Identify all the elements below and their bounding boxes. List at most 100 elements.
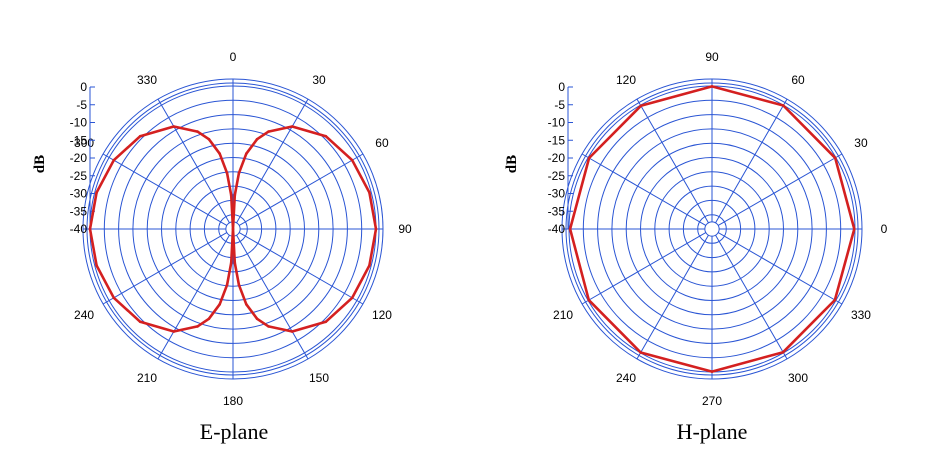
- pattern-data-point: [639, 351, 642, 354]
- angle-tick-label: 30: [854, 136, 868, 150]
- pattern-data-point: [95, 264, 98, 267]
- grid-spoke: [236, 98, 309, 224]
- pattern-data-point: [237, 283, 241, 287]
- grid-spoke: [157, 98, 230, 224]
- pattern-data-point: [112, 158, 116, 162]
- angle-tick-label: 90: [705, 50, 719, 64]
- grid-spoke: [157, 234, 230, 360]
- angle-tick-label: 120: [616, 73, 636, 87]
- db-tick-label: -5: [76, 98, 87, 112]
- pattern-data-point: [229, 261, 233, 265]
- pattern-data-point: [95, 191, 98, 194]
- angle-tick-label: 240: [616, 371, 636, 385]
- pattern-data-point: [218, 152, 221, 155]
- pattern-data-point: [196, 130, 199, 133]
- pattern-data-point: [207, 137, 211, 141]
- h-plane-chart: dB H-plane 0 30 60 90 120 210 240 270 300 330 0 -5 -…: [504, 50, 888, 444]
- angle-tick-label: 0: [230, 50, 237, 64]
- grid-spoke: [236, 234, 309, 360]
- angle-tick-label: 300: [788, 371, 808, 385]
- h-plane-y-axis-label: dB: [504, 155, 520, 173]
- db-tick-label: -20: [548, 151, 566, 165]
- angle-tick-label: 30: [312, 73, 326, 87]
- pattern-data-point: [368, 264, 371, 267]
- angle-tick-label: 330: [851, 308, 871, 322]
- pattern-data-point: [267, 130, 270, 133]
- db-tick-label: -35: [70, 204, 88, 218]
- db-tick-label: -15: [548, 133, 566, 147]
- db-tick-label: -25: [548, 169, 566, 183]
- pattern-data-point: [833, 298, 837, 302]
- pattern-data-point: [568, 227, 572, 231]
- db-tick-label: -15: [70, 133, 88, 147]
- grid-spoke: [715, 98, 788, 224]
- grid-spoke: [581, 153, 707, 226]
- angle-tick-label: 300: [74, 136, 94, 150]
- pattern-data-point: [112, 296, 116, 300]
- db-tick-label: -10: [70, 116, 88, 130]
- angle-tick-label: 60: [791, 73, 805, 87]
- grid-spoke: [102, 153, 228, 226]
- e-plane-y-axis-label: dB: [32, 155, 48, 173]
- angle-tick-label: 90: [398, 222, 412, 236]
- db-tick-label: 0: [558, 80, 565, 94]
- pattern-data-point: [233, 193, 237, 197]
- grid-ring: [704, 221, 720, 237]
- pattern-data-point: [368, 191, 371, 194]
- pattern-data-point: [781, 350, 785, 354]
- pattern-data-point: [237, 171, 241, 175]
- e-plane-caption: E-plane: [200, 419, 268, 444]
- grid-spoke: [717, 232, 843, 305]
- pattern-data-point: [225, 171, 229, 175]
- pattern-data-point: [267, 325, 270, 328]
- angle-tick-label: 330: [137, 73, 157, 87]
- pattern-data-point: [853, 227, 856, 231]
- db-tick-label: -25: [70, 169, 88, 183]
- angle-tick-label: 240: [74, 308, 94, 322]
- pattern-data-point: [138, 320, 142, 324]
- db-tick-label: -5: [554, 98, 565, 112]
- pattern-data-point: [231, 227, 235, 231]
- db-tick-label: -40: [70, 222, 88, 236]
- pattern-data-point: [229, 193, 233, 197]
- pattern-data-point: [710, 370, 714, 373]
- angle-tick-label: 270: [702, 394, 722, 408]
- grid-spoke: [581, 232, 707, 305]
- grid-spoke: [636, 234, 709, 360]
- pattern-data-point: [218, 303, 221, 306]
- angle-tick-label: 60: [375, 136, 389, 150]
- grid-spoke: [238, 153, 364, 226]
- db-tick-label: 0: [80, 80, 87, 94]
- pattern-data-point: [587, 156, 591, 160]
- pattern-data-point: [245, 152, 248, 155]
- pattern-data-point: [324, 320, 328, 324]
- pattern-data-point: [374, 227, 378, 231]
- pattern-data-point: [196, 325, 199, 328]
- db-tick-label: -20: [70, 151, 88, 165]
- pattern-data-point: [172, 125, 176, 128]
- pattern-data-point: [587, 298, 591, 302]
- pattern-data-point: [255, 317, 259, 321]
- grid-spoke: [715, 234, 788, 360]
- pattern-data-point: [833, 156, 837, 160]
- pattern-data-point: [207, 317, 211, 321]
- grid-spoke: [636, 98, 709, 224]
- db-tick-label: -35: [548, 204, 566, 218]
- angle-tick-label: 210: [137, 371, 157, 385]
- pattern-data-point: [138, 134, 142, 138]
- db-tick-label: -30: [70, 187, 88, 201]
- db-tick-label: -30: [548, 187, 566, 201]
- angle-tick-label: 120: [372, 308, 392, 322]
- pattern-data-point: [225, 283, 229, 287]
- pattern-data-point: [290, 330, 294, 333]
- pattern-data-point: [245, 303, 248, 306]
- grid-spoke: [238, 232, 364, 305]
- pattern-data-point: [710, 85, 714, 88]
- angle-tick-label: 150: [309, 371, 329, 385]
- pattern-data-point: [639, 104, 643, 108]
- db-tick-label: -10: [548, 116, 566, 130]
- pattern-data-point: [324, 134, 328, 138]
- e-plane-chart: dB E-plane 0 30 60 90 120 150 180 210 240 300 330 0…: [32, 50, 412, 444]
- pattern-data-point: [172, 330, 176, 333]
